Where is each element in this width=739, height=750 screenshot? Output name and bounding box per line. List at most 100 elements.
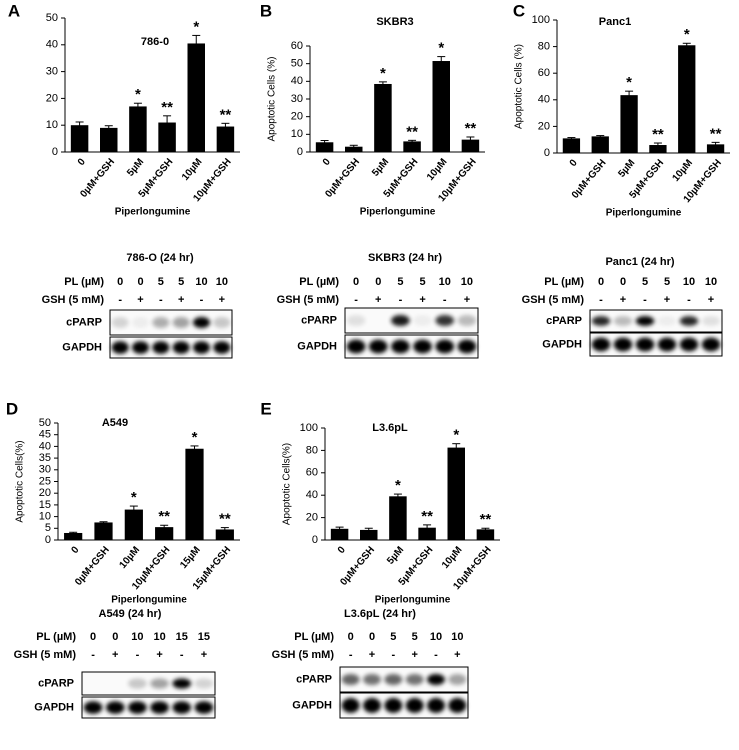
x-tick-label: 0 [321, 156, 333, 168]
significance: ** [465, 120, 477, 137]
pl-dose: 0 [90, 631, 96, 643]
blot-band [131, 341, 150, 354]
y-tick-label: 5 [45, 522, 51, 534]
blot-title: SKBR3 (24 hr) [368, 252, 442, 264]
pl-dose: 10 [216, 276, 228, 288]
significance: * [395, 477, 401, 494]
blot-band [172, 701, 192, 714]
blot-title: L3.6pL (24 hr) [344, 608, 416, 620]
gsh-sign: + [375, 294, 381, 306]
x-tick-label: 10µM [440, 545, 465, 571]
blot-band [194, 678, 214, 689]
x-tick-label: 10µM [118, 545, 143, 571]
gsh-sign: - [399, 294, 403, 306]
significance: ** [480, 511, 492, 528]
bar [185, 448, 204, 540]
blot-band [192, 317, 211, 328]
blot-frame [339, 666, 469, 693]
blot-band [341, 674, 360, 685]
blot-row-label: GAPDH [62, 341, 102, 353]
blot-band [635, 337, 655, 352]
gsh-sign: - [434, 649, 438, 661]
pl-dose: 10 [705, 276, 717, 288]
y-tick-label: 0 [45, 534, 51, 546]
blot-band [679, 316, 699, 326]
pl-dose: 0 [598, 276, 604, 288]
bar [70, 125, 89, 152]
blot-band [679, 337, 699, 352]
y-tick-label: 50 [39, 417, 51, 429]
pl-dose: 10 [430, 631, 442, 643]
pl-dose: 5 [420, 276, 426, 288]
y-tick-label: 50 [291, 58, 303, 70]
bar [330, 528, 349, 540]
gsh-label: GSH (5 mM) [272, 649, 335, 661]
y-axis-label: Apoptotic Cells(%) [282, 443, 293, 525]
y-tick-label: 60 [306, 467, 318, 479]
gsh-sign: + [219, 294, 225, 306]
x-tick-label: 15µM [178, 545, 203, 571]
bar [389, 496, 407, 540]
blot-band [83, 701, 103, 714]
pl-dose: 10 [439, 276, 451, 288]
blot-band [172, 341, 190, 354]
blot-band [635, 316, 655, 326]
pl-dose: 10 [461, 276, 473, 288]
pl-dose: 0 [353, 276, 359, 288]
blot-band [448, 698, 467, 713]
bar [418, 527, 436, 540]
bar [315, 142, 334, 152]
blot-band [172, 317, 190, 328]
gsh-label: GSH (5 mM) [522, 294, 585, 306]
blot-title: Panc1 (24 hr) [605, 256, 674, 268]
x-tick-label: 0 [568, 157, 580, 169]
gsh-sign: + [201, 649, 207, 661]
blot-band [613, 316, 633, 326]
significance: ** [710, 125, 722, 142]
pl-dose: 5 [664, 276, 670, 288]
gsh-sign: - [180, 649, 184, 661]
panel-letter: D [6, 399, 18, 418]
blot-frame [344, 307, 479, 334]
pl-dose: 10 [195, 276, 207, 288]
x-axis-label: Piperlongumine [111, 595, 187, 606]
blot-row-label: GAPDH [292, 699, 332, 711]
chart-title: Panc1 [599, 16, 631, 28]
blot-band [657, 337, 677, 352]
y-tick-label: 30 [46, 66, 58, 78]
y-tick-label: 50 [46, 12, 58, 24]
pl-dose: 10 [683, 276, 695, 288]
significance: ** [220, 106, 232, 123]
y-tick-label: 40 [291, 75, 303, 87]
bar [461, 139, 480, 152]
y-tick-label: 10 [46, 119, 58, 131]
y-axis-label: Apoptotic Cells(%) [15, 440, 26, 522]
gsh-sign: + [454, 649, 460, 661]
bar [476, 529, 495, 540]
pl-dose: 15 [198, 631, 210, 643]
blot-band [457, 315, 477, 326]
gsh-sign: + [137, 294, 143, 306]
y-tick-label: 10 [39, 511, 51, 523]
blot-band [131, 317, 150, 328]
blot-row-label: cPARP [66, 316, 102, 328]
pl-label: PL (µM) [299, 276, 339, 288]
panel-letter: B [260, 1, 272, 20]
blot-frame [109, 309, 233, 336]
gsh-sign: - [391, 649, 395, 661]
y-tick-label: 40 [538, 94, 550, 106]
gsh-sign: - [200, 294, 204, 306]
y-tick-label: 20 [291, 111, 303, 123]
blot-band [194, 701, 214, 714]
x-tick-label: 0 [69, 544, 81, 556]
gsh-sign: + [178, 294, 184, 306]
x-tick-label: 0 [76, 156, 88, 168]
pl-dose: 5 [178, 276, 184, 288]
blot-row-label: GAPDH [34, 701, 74, 713]
gsh-sign: - [599, 294, 603, 306]
bar [706, 144, 725, 153]
gsh-label: GSH (5 mM) [277, 294, 340, 306]
y-tick-label: 100 [532, 14, 550, 26]
blot-band [613, 337, 633, 352]
significance: * [380, 65, 386, 82]
